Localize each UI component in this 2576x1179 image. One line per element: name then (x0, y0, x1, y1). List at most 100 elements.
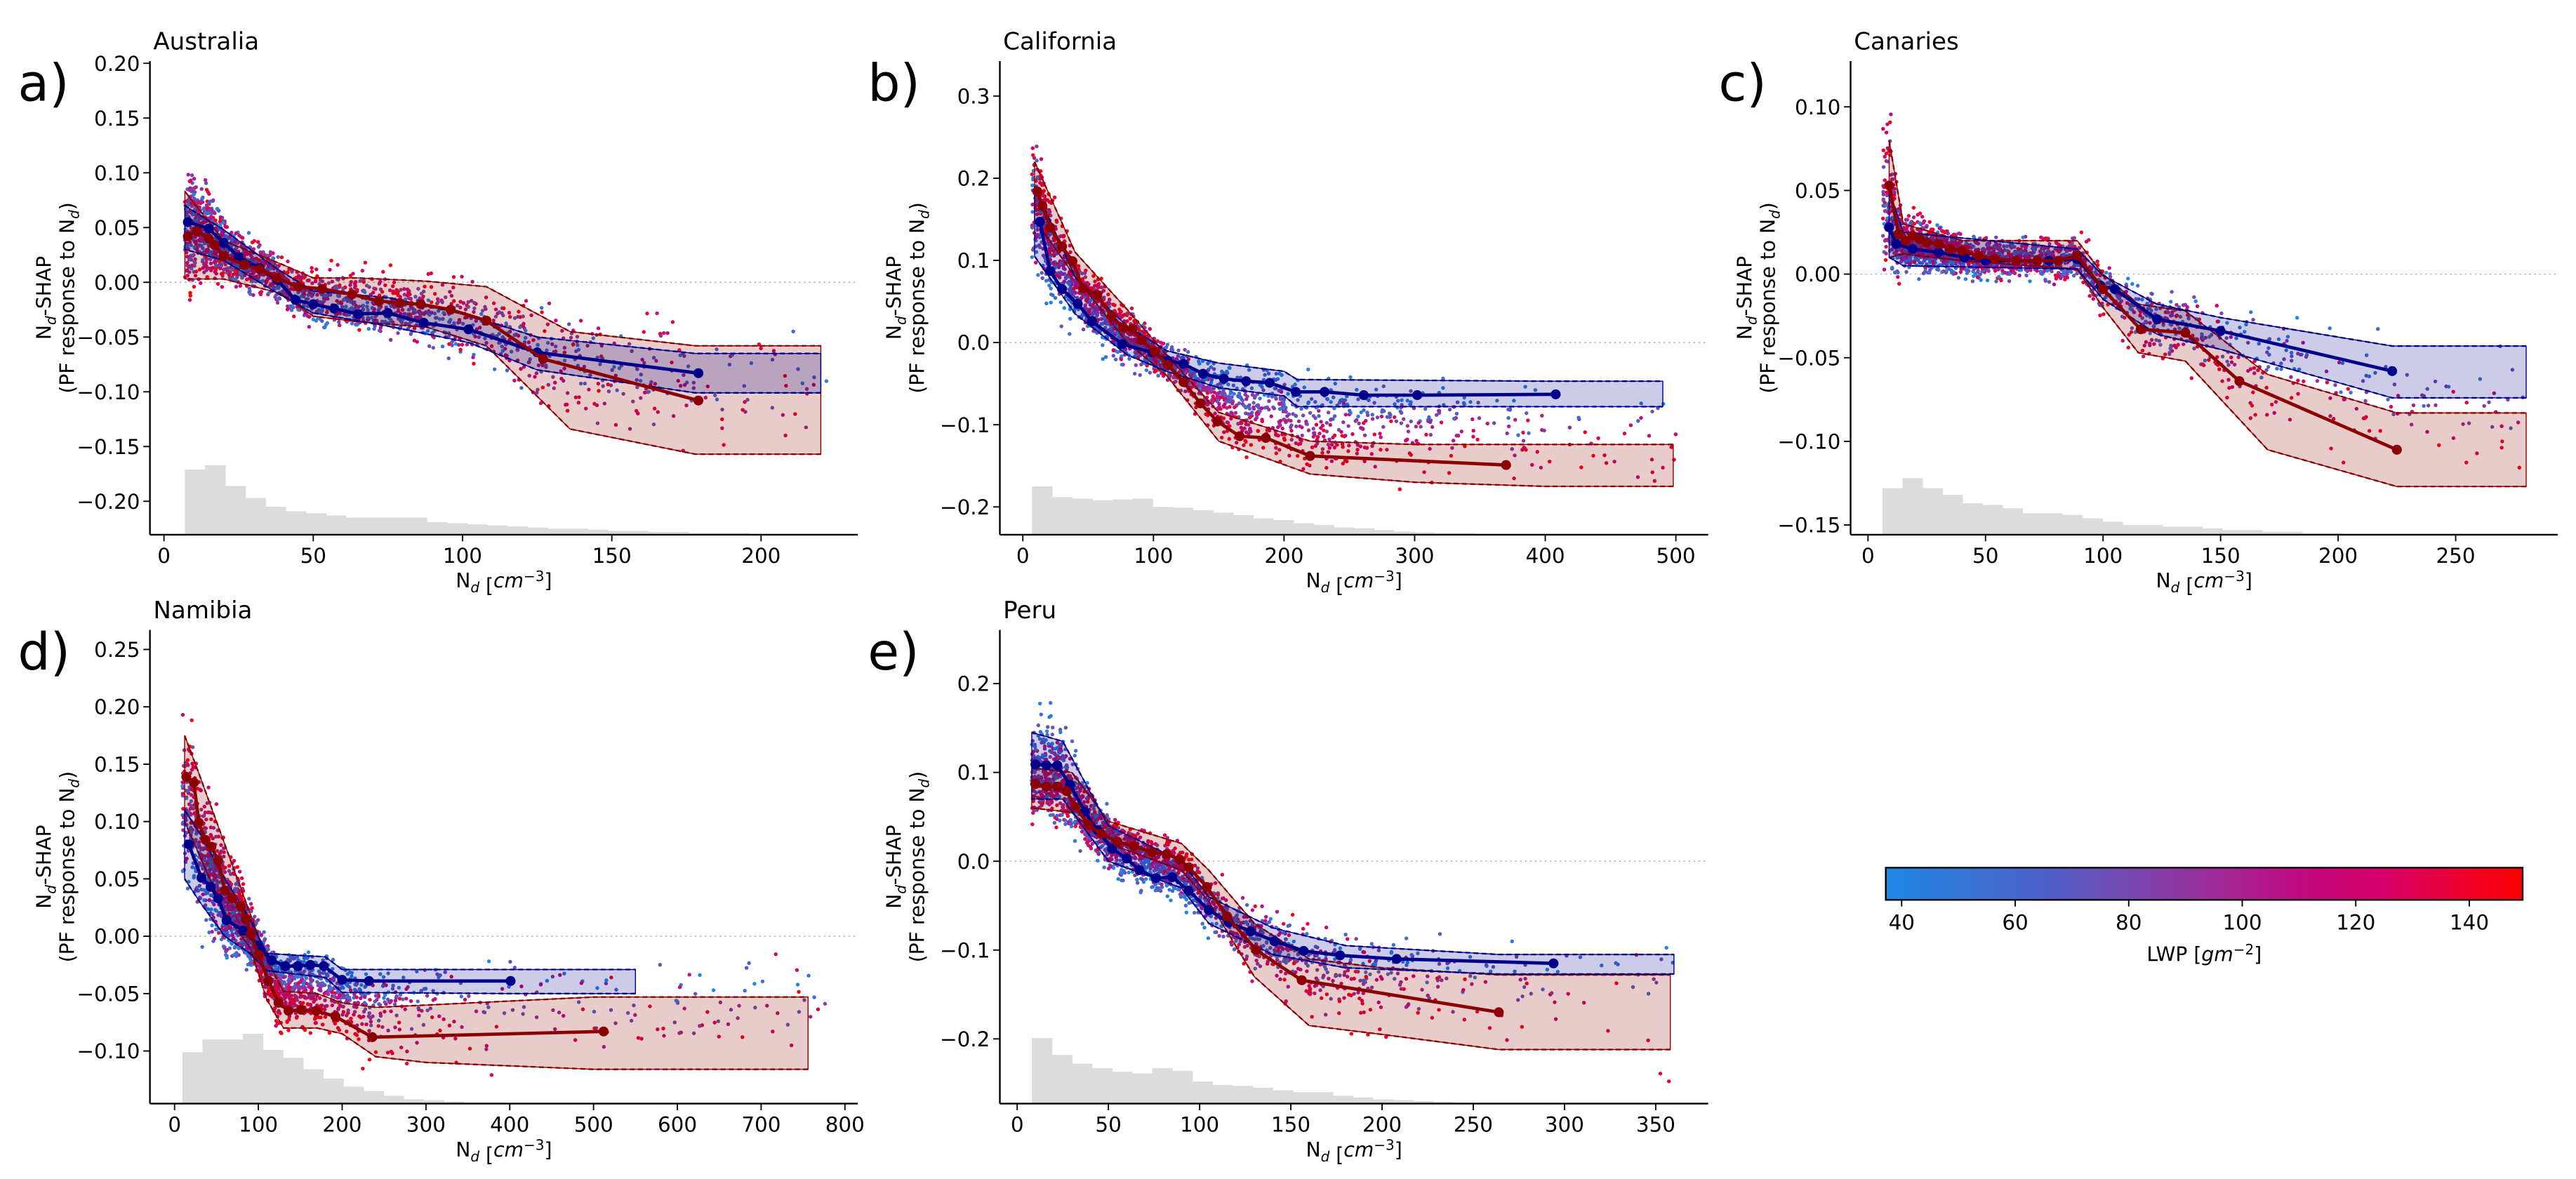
x-tick-label: 400 (1525, 544, 1565, 568)
scatter-point (1313, 416, 1317, 420)
scatter-point (1911, 206, 1916, 210)
scatter-point (1343, 413, 1348, 417)
scatter-point (1154, 368, 1158, 373)
scatter-point (1884, 244, 1888, 249)
histogram-bar (2082, 518, 2103, 535)
scatter-point (470, 279, 474, 284)
scatter-point (1244, 455, 1249, 460)
scatter-point (1040, 271, 1044, 275)
scatter-point (1459, 429, 1463, 434)
scatter-point (1639, 415, 1643, 420)
high-lwp-band (1034, 161, 1674, 487)
scatter-point (1068, 332, 1072, 336)
scatter-point (493, 314, 498, 319)
x-tick-label: 500 (1657, 544, 1696, 568)
scatter-point (447, 342, 451, 346)
panel-label: a) (18, 53, 69, 113)
low-lwp-line-marker (1291, 387, 1301, 397)
scatter-point (1148, 371, 1153, 375)
scatter-point (323, 325, 327, 329)
scatter-point (336, 262, 340, 267)
panel-title: California (1003, 27, 1117, 55)
histogram-bar (1153, 507, 1174, 535)
scatter-point (1673, 432, 1678, 437)
scatter-point (1289, 423, 1294, 427)
histogram-bar (1883, 488, 1904, 535)
x-label-part: [ (479, 574, 493, 597)
scatter-point (1357, 421, 1361, 426)
scatter-point (1209, 398, 1214, 403)
scatter-point (1049, 292, 1054, 297)
histogram-bar (567, 528, 589, 535)
scatter-point (2349, 390, 2353, 395)
scatter-point (440, 344, 445, 349)
scatter-point (655, 311, 659, 316)
x-label-part: cm (1343, 569, 1374, 592)
scatter-point (662, 331, 666, 335)
scatter-point (2249, 310, 2253, 314)
scatter-point (1583, 430, 1587, 434)
scatter-point (559, 369, 563, 373)
y-tick-label: 0.1 (957, 249, 990, 273)
scatter-point (2028, 279, 2032, 284)
scatter-point (547, 301, 552, 306)
scatter-point (1379, 435, 1383, 439)
scatter-point (1405, 424, 1410, 428)
scatter-point (1267, 407, 1271, 412)
scatter-point (1253, 417, 1258, 422)
scatter-point (1317, 431, 1322, 436)
scatter-point (1049, 300, 1053, 305)
scatter-point (1111, 354, 1116, 358)
scatter-point (1430, 425, 1435, 429)
scatter-point (1260, 418, 1264, 422)
scatter-point (460, 321, 465, 326)
histogram-bar (587, 529, 609, 535)
scatter-point (234, 231, 239, 236)
scatter-point (357, 328, 361, 332)
scatter-point (1380, 408, 1385, 412)
low-lwp-line-marker (1241, 376, 1252, 387)
histogram-bar (2162, 526, 2183, 535)
scatter-point (1542, 428, 1546, 433)
x-label-part: d (1321, 579, 1330, 596)
scatter-point (1447, 407, 1452, 412)
scatter-point (1294, 414, 1299, 418)
scatter-point (1492, 421, 1496, 425)
high-lwp-line-marker (1162, 359, 1173, 370)
scatter-point (1918, 221, 1922, 225)
scatter-point (670, 320, 675, 324)
scatter-point (258, 292, 263, 297)
low-lwp-band (1034, 186, 1664, 408)
scatter-point (1454, 434, 1459, 438)
scatter-point (1365, 411, 1369, 415)
scatter-point (1113, 357, 1118, 361)
scatter-point (705, 384, 710, 389)
scatter-point (1040, 276, 1044, 281)
scatter-point (311, 317, 315, 321)
panel-california: −0.2−0.10.00.10.20.30 100 200 300 400 500Cali… (868, 27, 1708, 597)
histogram-bar (1092, 500, 1113, 535)
scatter-point (188, 194, 192, 199)
y-label-part: d (65, 210, 82, 219)
scatter-point (1030, 210, 1035, 214)
scatter-point (492, 367, 497, 371)
y-label-part: -SHAP (882, 256, 905, 317)
scatter-point (204, 187, 209, 192)
scatter-point (512, 378, 517, 382)
scatter-point (523, 335, 528, 340)
high-lwp-line-marker (1261, 432, 1271, 444)
scatter-point (1275, 425, 1280, 429)
scatter-point (365, 300, 370, 305)
scatter-point (348, 274, 353, 278)
x-tick-label: 150 (592, 544, 632, 568)
scatter-point (1596, 436, 1600, 441)
scatter-point (427, 344, 432, 348)
x-tick-label: 0 (1016, 544, 1030, 568)
scatter-point (2126, 345, 2130, 350)
scatter-point (1423, 406, 1428, 411)
scatter-point (1204, 385, 1209, 389)
high-lwp-line-marker (293, 281, 304, 292)
scatter-point (1435, 413, 1439, 418)
scatter-point (248, 292, 253, 296)
scatter-point (1324, 420, 1329, 425)
